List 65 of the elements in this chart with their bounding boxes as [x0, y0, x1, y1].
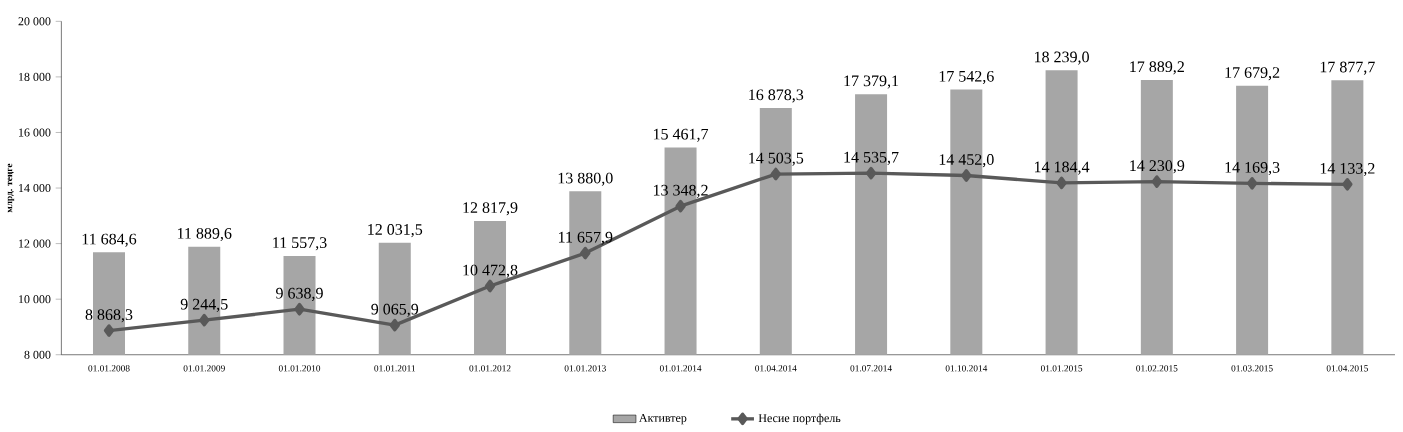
x-tick-label: 01.03.2015 [1231, 365, 1273, 372]
data-label: 14 503,5 [749, 152, 804, 166]
y-tick-label: 18 000 [19, 72, 51, 81]
data-label: 15 461,7 [653, 128, 709, 142]
data-label: 10 472,8 [463, 264, 518, 278]
x-tick-label: 01.01.2012 [469, 365, 511, 372]
x-tick-label: 01.01.2014 [659, 365, 702, 372]
legend-label: Активтер [639, 413, 687, 425]
x-tick-label: 01.01.2008 [88, 365, 130, 372]
data-label: 11 684,6 [82, 233, 137, 247]
data-label: 11 557,3 [273, 237, 327, 251]
data-label: 13 880,0 [558, 172, 613, 186]
y-tick-label: 12 000 [19, 239, 51, 248]
data-label: 9 638,9 [276, 287, 323, 301]
data-label: 18 239,0 [1034, 51, 1089, 65]
data-label: 16 878,3 [749, 89, 804, 103]
y-tick-label: 10 000 [19, 295, 51, 304]
x-tick-label: 01.01.2010 [278, 365, 321, 372]
data-label: 17 877,7 [1320, 61, 1375, 75]
x-tick-label: 01.01.2013 [564, 365, 606, 372]
x-tick-label: 01.04.2015 [1326, 365, 1368, 372]
y-tick-label: 14 000 [19, 183, 51, 193]
point [580, 246, 591, 260]
x-tick-label: 01.01.2011 [374, 365, 416, 372]
point [484, 279, 496, 293]
point [1056, 176, 1067, 190]
data-label: 17 889,2 [1130, 61, 1184, 75]
x-tick-label: 01.10.2014 [945, 365, 988, 372]
data-label: 14 535,7 [844, 151, 899, 165]
data-label: 14 184,4 [1034, 161, 1090, 175]
legend-label: Несие портфель [758, 413, 841, 425]
data-label: 11 657,9 [558, 231, 613, 245]
data-label: 11 889,6 [177, 227, 232, 242]
x-tick-label: 01.02.2015 [1136, 365, 1178, 372]
point [675, 199, 686, 213]
y-axis-title: млрд. теңге [7, 163, 15, 213]
x-tick-label: 01.01.2009 [183, 365, 225, 372]
data-label: 14 230,9 [1130, 160, 1185, 174]
point [961, 169, 972, 182]
point [294, 302, 305, 316]
point [103, 324, 115, 337]
data-label: 14 452,0 [939, 154, 994, 168]
data-label: 17 379,1 [844, 75, 899, 89]
data-label: 14 169,3 [1225, 161, 1280, 176]
y-tick-label: 16 000 [19, 128, 51, 137]
data-label: 13 348,2 [653, 184, 708, 198]
data-label: 17 679,2 [1225, 67, 1280, 81]
data-label: 12 817,9 [463, 202, 518, 216]
y-tick-label: 20 000 [18, 17, 51, 26]
data-label: 14 133,2 [1320, 162, 1375, 177]
data-label: 17 542,6 [939, 70, 994, 84]
data-label: 12 031,5 [368, 223, 423, 238]
point [1246, 176, 1258, 190]
data-label: 8 868,3 [85, 309, 133, 323]
data-label: 9 065,9 [371, 303, 419, 317]
y-tick-label: 8 000 [24, 350, 51, 359]
point [389, 318, 400, 332]
point [1342, 177, 1353, 191]
point [770, 167, 781, 181]
point [199, 313, 210, 327]
x-tick-label: 01.07.2014 [850, 365, 892, 372]
x-tick-label: 01.04.2014 [755, 365, 797, 372]
point [865, 166, 877, 180]
data-label: 9 244,5 [180, 298, 228, 312]
x-tick-label: 01.01.2015 [1040, 365, 1083, 372]
